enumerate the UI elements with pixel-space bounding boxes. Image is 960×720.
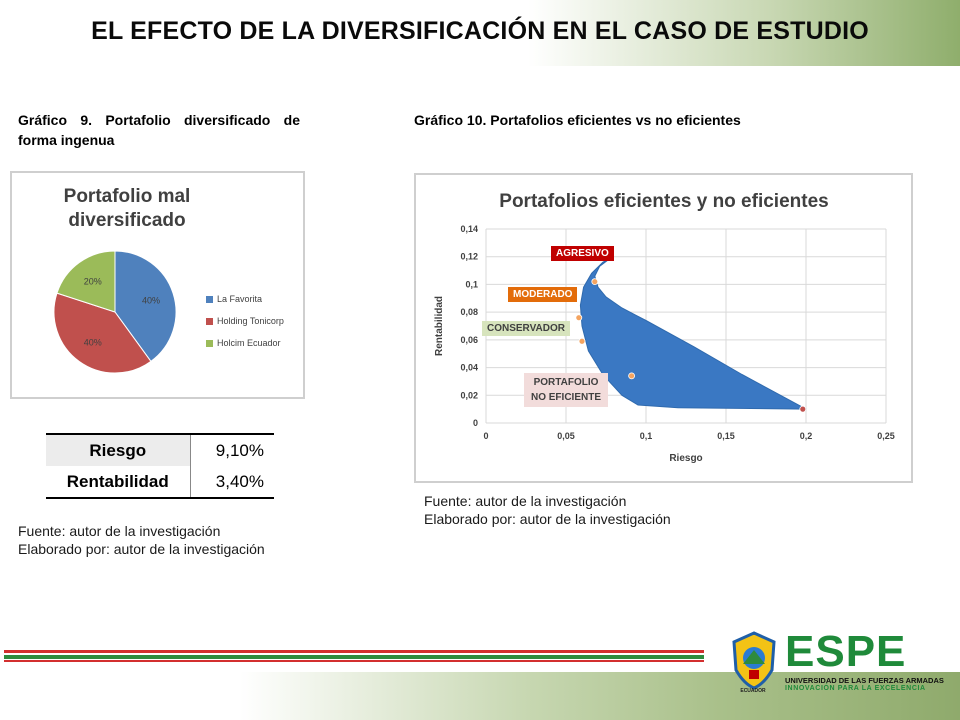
y-tick-label: 0,14 [460, 224, 478, 234]
y-tick-label: 0,08 [460, 307, 478, 317]
pie-title-line2: diversificado [68, 210, 186, 231]
logo-subtitle: UNIVERSIDAD DE LAS FUERZAS ARMADAS [785, 676, 944, 685]
x-tick-label: 0 [483, 431, 488, 441]
legend-label: Holcim Ecuador [217, 338, 281, 348]
y-tick-label: 0,12 [460, 252, 478, 262]
page-title: EL EFECTO DE LA DIVERSIFICACIÓN EN EL CA… [91, 17, 869, 45]
portfolio-point [799, 405, 807, 413]
legend-item: La Favorita [206, 288, 284, 310]
pie-data-label-0: 40% [142, 295, 160, 305]
risk-return-table: Riesgo 9,10% Rentabilidad 3,40% [46, 433, 274, 499]
y-tick-label: 0 [473, 418, 478, 428]
pie-chart-title: Portafolio mal diversificado [12, 185, 242, 233]
portfolio-region [579, 256, 807, 410]
y-tick-label: 0,06 [460, 335, 478, 345]
portfolio-point [628, 372, 636, 380]
table-row: Riesgo 9,10% [46, 433, 274, 466]
table-value-return: 3,40% [189, 466, 274, 499]
label-agresivo: AGRESIVO [551, 246, 614, 261]
y-tick-label: 0,02 [460, 390, 478, 400]
chart9-source: Fuente: autor de la investigación Elabor… [18, 522, 265, 558]
label-conservador: CONSERVADOR [482, 321, 570, 336]
footer-stripe-red [4, 650, 704, 653]
x-axis-label: Riesgo [669, 453, 702, 464]
header-bar [0, 0, 960, 66]
legend-item: Holding Tonicorp [206, 310, 284, 332]
x-tick-label: 0,15 [717, 431, 735, 441]
pie-data-label-1: 40% [84, 338, 102, 348]
portfolio-point [575, 314, 583, 322]
pie-slice-2 [56, 250, 116, 313]
table-label-risk: Riesgo [46, 433, 190, 466]
pie-slice-0 [114, 250, 177, 363]
portfolio-point [591, 278, 599, 286]
y-tick-label: 0,04 [460, 363, 478, 373]
table-row: Rentabilidad 3,40% [46, 466, 274, 499]
pie-chart: 40% 40% 20% [53, 250, 177, 374]
chart9-caption: Gráfico 9. Portafolio diversificado de f… [18, 112, 300, 148]
x-tick-label: 0,25 [877, 431, 895, 441]
chart10-source: Fuente: autor de la investigación Elabor… [424, 492, 671, 528]
scatter-chart-title: Portafolios eficientes y no eficientes [499, 191, 828, 212]
footer-band [0, 672, 960, 720]
y-axis-label: Rentabilidad [434, 296, 445, 356]
pie-slice-1 [53, 292, 152, 374]
x-tick-label: 0,2 [800, 431, 813, 441]
footer-stripe-red-2 [4, 660, 704, 662]
footer-stripe-green [4, 655, 704, 659]
logo-wordmark: ESPE [785, 627, 907, 676]
legend-swatch [206, 295, 213, 303]
portfolio-point [578, 337, 586, 345]
legend-label: Holding Tonicorp [217, 316, 284, 326]
x-tick-label: 0,1 [640, 431, 653, 441]
table-label-return: Rentabilidad [46, 466, 190, 499]
pie-data-label-2: 20% [84, 276, 102, 286]
label-no-eficiente: PORTAFOLIO NO EFICIENTE [524, 373, 608, 407]
crest-label: ECUADOR [740, 688, 766, 694]
footer-stripes [0, 650, 705, 662]
y-tick-label: 0,1 [465, 279, 478, 289]
legend-label: La Favorita [217, 294, 263, 304]
label-moderado: MODERADO [508, 287, 578, 302]
logo-tagline: INNOVACIÓN PARA LA EXCELENCIA [785, 685, 926, 692]
chart10-source-line2: Elaborado por: autor de la investigación [424, 511, 671, 527]
table-value-risk: 9,10% [189, 433, 274, 466]
legend-item: Holcim Ecuador [206, 332, 284, 354]
espe-logo: ECUADOR ESPE UNIVERSIDAD DE LAS FUERZAS … [725, 628, 947, 696]
x-tick-label: 0,05 [557, 431, 575, 441]
scatter-chart: Portafolios eficientes y no eficientes00… [434, 191, 895, 464]
pie-title-line1: Portafolio mal [63, 186, 191, 207]
pie-chart-panel: Portafolio mal diversificado 40% 40% 20% L… [10, 171, 305, 399]
legend-swatch [206, 339, 213, 347]
pie-legend: La Favorita Holding Tonicorp Holcim Ecuado… [206, 288, 284, 354]
chart10-caption: Gráfico 10. Portafolios eficientes vs no… [414, 112, 741, 128]
legend-swatch [206, 317, 213, 325]
chart10-source-line1: Fuente: autor de la investigación [424, 493, 627, 509]
chart9-source-line2: Elaborado por: autor de la investigación [18, 541, 265, 557]
crest-icon [732, 631, 776, 690]
chart9-source-line1: Fuente: autor de la investigación [18, 523, 221, 539]
